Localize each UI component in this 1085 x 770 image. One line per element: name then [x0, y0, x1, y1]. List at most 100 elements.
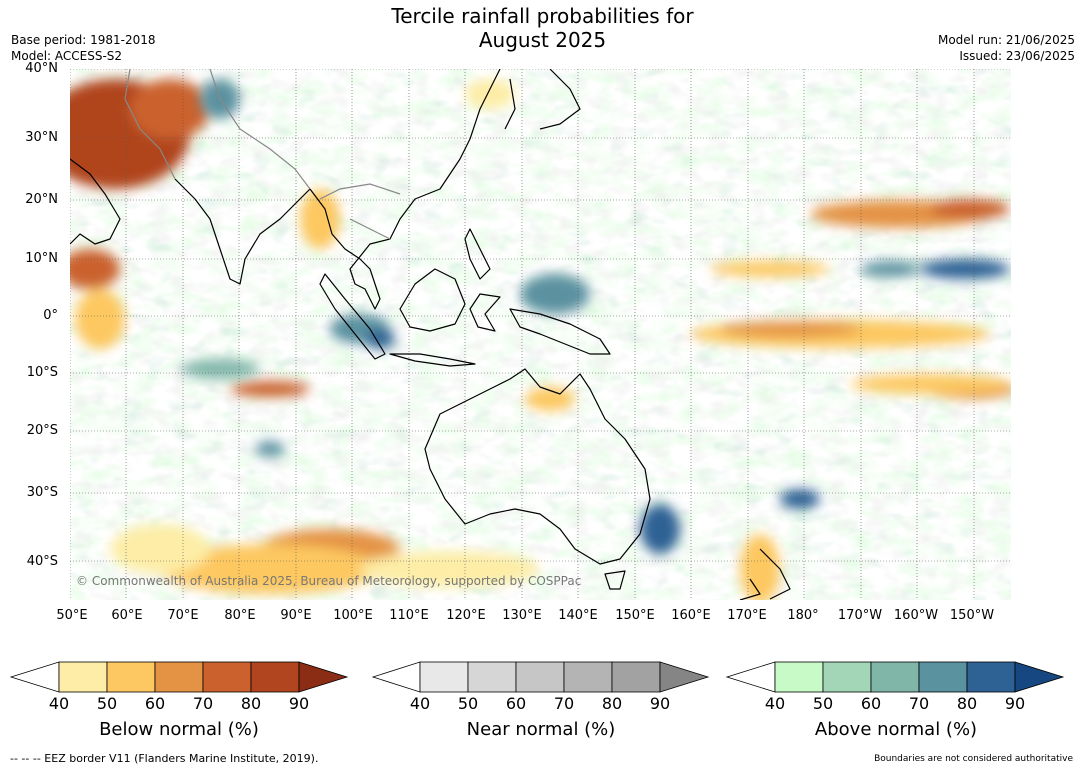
colorbar-segment — [966, 661, 1016, 693]
colorbar-tick-label: 80 — [601, 694, 623, 713]
colorbar-tick-label: 50 — [457, 694, 479, 713]
colorbar-tick-label: 70 — [553, 694, 575, 713]
coast-arabia — [70, 158, 121, 245]
lon-label-120e: 120°E — [446, 608, 486, 623]
lat-label-10n: 10°N — [25, 251, 58, 266]
coast-se-asia — [309, 69, 501, 310]
colorbar-segment — [106, 661, 156, 693]
colorbar-near-normal — [371, 661, 710, 693]
lat-label-30n: 30°N — [25, 130, 58, 145]
below-normal-regions — [70, 79, 1011, 600]
colorbar-tick-label: 70 — [192, 694, 214, 713]
coast-nz-north — [759, 548, 791, 600]
colorbar-tick-label: 50 — [812, 694, 834, 713]
rainfall-map — [70, 69, 1011, 600]
map-title: Tercile rainfall probabilities for Augus… — [0, 4, 1085, 52]
lon-label-70e: 70°E — [167, 608, 199, 623]
colorbar-tick-label: 40 — [409, 694, 431, 713]
colorbar-tick-label: 80 — [956, 694, 978, 713]
colorbar-tick-label: 40 — [48, 694, 70, 713]
colorbar-tick-label: 70 — [908, 694, 930, 713]
lon-label-180: 180° — [787, 608, 819, 623]
lat-label-0: 0° — [43, 308, 58, 323]
copyright-notice: © Commonwealth of Australia 2025, Bureau… — [76, 574, 582, 588]
coast-japan — [539, 69, 581, 130]
title-line-2: August 2025 — [478, 28, 607, 52]
coast-korea — [504, 78, 516, 130]
colorbar-extend-high — [298, 661, 349, 693]
colorbar-tick-label: 80 — [240, 694, 262, 713]
model-run: Model run: 21/06/2025 — [937, 33, 1075, 47]
lon-label-60e: 60°E — [111, 608, 143, 623]
issued-date: Issued: 23/06/2025 — [959, 49, 1075, 63]
colorbar-extend-low — [371, 661, 421, 693]
coast-borneo — [399, 268, 466, 332]
colorbar-segment — [154, 661, 204, 693]
colorbar-segment — [822, 661, 872, 693]
meta-right: Model run: 21/06/2025 Issued: 23/06/2025 — [938, 32, 1075, 64]
coast-philippines — [464, 228, 491, 280]
lon-label-170e: 170°E — [727, 608, 767, 623]
coast-india — [174, 178, 311, 285]
lon-label-140e: 140°E — [558, 608, 598, 623]
colorbar-tick-label: 90 — [649, 694, 671, 713]
lon-label-130e: 130°E — [502, 608, 542, 623]
coast-new-guinea — [509, 308, 611, 355]
colorbar-extend-low — [9, 661, 60, 693]
lon-label-80e: 80°E — [224, 608, 256, 623]
colorbar-tick-label: 60 — [505, 694, 527, 713]
lon-label-90e: 90°E — [280, 608, 312, 623]
colorbar-segment — [250, 661, 300, 693]
coastlines — [70, 69, 791, 600]
colorbar-tick-label: 60 — [144, 694, 166, 713]
colorbar-extend-low — [725, 661, 776, 693]
colorbars — [9, 661, 1065, 693]
coast-java — [389, 353, 476, 367]
colorbar-segment — [563, 661, 613, 693]
lon-label-50e: 50°E — [56, 608, 88, 623]
title-line-1: Tercile rainfall probabilities for — [391, 4, 694, 28]
colorbar-below-normal — [9, 661, 349, 693]
lon-label-170w: 170°W — [837, 608, 883, 623]
colorbar-segment — [774, 661, 824, 693]
colorbar-extend-high — [1014, 661, 1065, 693]
lon-label-160w: 160°W — [893, 608, 939, 623]
coast-sulawesi — [469, 293, 501, 332]
colorbar-label-below-normal: Below normal (%) — [99, 719, 259, 740]
colorbar-tick-label: 40 — [764, 694, 786, 713]
lon-label-110e: 110°E — [389, 608, 429, 623]
colorbar-label-near-normal: Near normal (%) — [466, 719, 616, 740]
graticule — [70, 69, 1011, 600]
lat-label-20n: 20°N — [25, 192, 58, 207]
boundary-disclaimer: Boundaries are not considered authoritat… — [874, 754, 1073, 764]
colorbar-segment — [467, 661, 517, 693]
lon-label-150w: 150°W — [949, 608, 995, 623]
colorbar-tick-label: 90 — [1004, 694, 1026, 713]
coast-australia — [424, 368, 651, 565]
colorbar-tick-label: 50 — [96, 694, 118, 713]
lon-label-150e: 150°E — [615, 608, 655, 623]
colorbar-segment — [611, 661, 661, 693]
coast-sumatra — [319, 273, 386, 360]
colorbar-above-normal — [725, 661, 1065, 693]
lat-label-20s: 20°S — [26, 423, 58, 438]
base-period: Base period: 1981-2018 — [11, 33, 156, 47]
colorbar-segment — [202, 661, 252, 693]
lon-label-100e: 100°E — [333, 608, 373, 623]
colorbar-tick-label: 90 — [288, 694, 310, 713]
lon-label-160e: 160°E — [671, 608, 711, 623]
lat-label-30s: 30°S — [26, 485, 58, 500]
lat-label-40s: 40°S — [26, 554, 58, 569]
eez-border-note: -- -- -- EEZ border V11 (Flanders Marine… — [10, 752, 319, 765]
colorbar-segment — [58, 661, 108, 693]
colorbar-extend-high — [659, 661, 710, 693]
colorbar-label-above-normal: Above normal (%) — [814, 719, 978, 740]
coast-nz-south — [739, 578, 761, 600]
colorbar-tick-label: 60 — [860, 694, 882, 713]
country-borders — [124, 69, 401, 240]
colorbar-segment — [870, 661, 920, 693]
colorbar-segment — [918, 661, 968, 693]
meta-left: Base period: 1981-2018 Model: ACCESS-S2 — [11, 32, 156, 64]
model-name: Model: ACCESS-S2 — [11, 49, 123, 63]
lat-label-40n: 40°N — [25, 61, 58, 76]
